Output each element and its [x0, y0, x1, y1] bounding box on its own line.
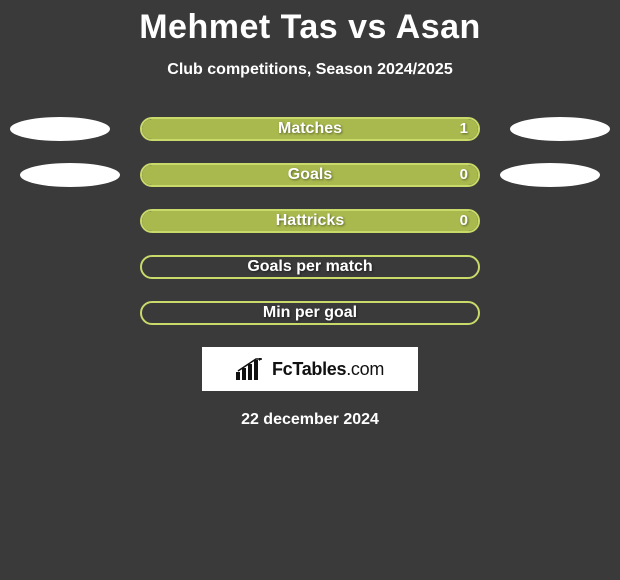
bar-value: 0 [460, 165, 468, 185]
brand-suffix: .com [346, 359, 384, 379]
bar-label: Matches [142, 119, 478, 139]
brand-text: FcTables.com [272, 359, 384, 380]
bar-track: Hattricks0 [140, 209, 480, 233]
bars-icon [236, 358, 266, 380]
bar-label: Goals per match [142, 257, 478, 277]
bar-track: Matches1 [140, 117, 480, 141]
stats-rows: Matches1Goals0Hattricks0Goals per matchM… [0, 117, 620, 325]
right-pill [510, 117, 610, 141]
brand-name: FcTables [272, 359, 346, 379]
bar-track: Goals per match [140, 255, 480, 279]
bar-track: Goals0 [140, 163, 480, 187]
bar-label: Goals [142, 165, 478, 185]
stat-row: Min per goal [0, 301, 620, 325]
left-pill [20, 163, 120, 187]
bar-value: 0 [460, 211, 468, 231]
bar-track: Min per goal [140, 301, 480, 325]
date-text: 22 december 2024 [0, 411, 620, 429]
bar-label: Hattricks [142, 211, 478, 231]
bar-label: Min per goal [142, 303, 478, 323]
subtitle: Club competitions, Season 2024/2025 [0, 61, 620, 79]
bar-value: 1 [460, 119, 468, 139]
page-title: Mehmet Tas vs Asan [0, 0, 620, 47]
brand-box: FcTables.com [202, 347, 418, 391]
stat-row: Goals per match [0, 255, 620, 279]
stat-row: Hattricks0 [0, 209, 620, 233]
left-pill [10, 117, 110, 141]
stat-row: Goals0 [0, 163, 620, 187]
right-pill [500, 163, 600, 187]
stat-row: Matches1 [0, 117, 620, 141]
